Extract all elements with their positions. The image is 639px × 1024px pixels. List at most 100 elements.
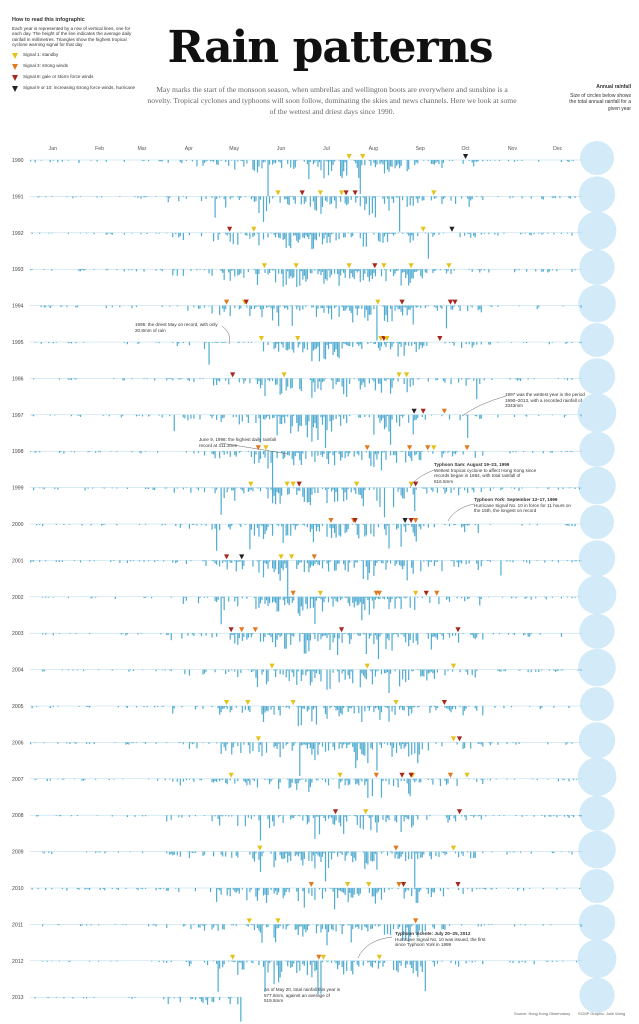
- rain-bar: [340, 924, 342, 926]
- rain-bar: [397, 851, 399, 859]
- rain-bar: [36, 524, 38, 526]
- rain-bar: [302, 524, 304, 526]
- rain-bar: [193, 633, 195, 637]
- rain-bar: [347, 487, 349, 490]
- rain-bar: [271, 596, 274, 603]
- rain-bar: [202, 997, 204, 1003]
- rain-bar: [397, 160, 399, 165]
- rain-bar: [196, 269, 198, 271]
- rain-bar: [49, 778, 51, 781]
- rain-bar: [279, 851, 281, 856]
- rain-bar: [258, 888, 260, 891]
- rain-bar: [417, 378, 419, 380]
- rain-bar: [352, 742, 354, 747]
- rain-bar: [314, 269, 316, 271]
- rain-bar: [276, 888, 278, 895]
- rain-bar: [241, 596, 243, 599]
- rain-bar: [258, 160, 260, 167]
- rain-bar: [548, 815, 550, 817]
- rain-bar: [273, 160, 275, 163]
- rain-bar: [408, 451, 410, 456]
- rain-bar: [315, 451, 318, 452]
- rain-bar: [477, 524, 479, 533]
- rain-bar: [320, 269, 322, 276]
- rain-bar: [176, 487, 178, 489]
- rain-bar: [394, 232, 396, 235]
- rain-bar: [338, 451, 340, 455]
- rain-bar: [258, 742, 260, 753]
- rain-bar: [293, 596, 295, 601]
- rain-bar: [235, 451, 237, 457]
- rain-bar: [367, 269, 369, 278]
- rain-bar: [526, 815, 528, 816]
- rain-bar: [370, 742, 372, 749]
- rain-bar: [291, 342, 293, 350]
- rain-bar: [468, 596, 470, 599]
- signal-triangle: [328, 518, 334, 523]
- rain-bar: [385, 778, 387, 782]
- rain-bar: [402, 706, 404, 711]
- rain-bar: [246, 778, 248, 786]
- rain-bar: [228, 596, 230, 602]
- annotation-title: Typhoon Vicente: July 20–25, 2012: [395, 931, 471, 936]
- rain-bar: [411, 706, 413, 714]
- rain-bar: [397, 960, 399, 973]
- rain-bar: [544, 815, 546, 818]
- rain-bar: [249, 305, 251, 316]
- rain-bar: [276, 596, 278, 612]
- rain-bar: [411, 888, 413, 897]
- rain-bar: [411, 815, 413, 828]
- rain-bar: [462, 742, 464, 750]
- rain-bar: [314, 742, 316, 761]
- rain-bar: [216, 560, 218, 565]
- rain-bar: [545, 960, 547, 962]
- rain-bar: [320, 378, 322, 391]
- rain-bar: [333, 269, 336, 274]
- rain-bar: [157, 560, 159, 562]
- rain-bar: [470, 815, 472, 817]
- rain-bar: [395, 269, 398, 271]
- rain-bar: [365, 851, 367, 864]
- rain-bar: [273, 960, 275, 985]
- rain-bar: [306, 269, 308, 280]
- rain-bar: [285, 342, 287, 350]
- rain-bar: [193, 378, 195, 382]
- rain-bar: [468, 378, 470, 380]
- rain-bar: [30, 742, 32, 745]
- rain-bar: [335, 305, 337, 307]
- rain-bar: [267, 960, 269, 973]
- rain-bar: [229, 997, 231, 1004]
- rain-bar: [222, 560, 224, 563]
- rain-bar: [122, 414, 124, 416]
- rain-bar: [217, 924, 219, 931]
- rain-bar: [403, 342, 405, 356]
- rain-bar: [324, 706, 327, 714]
- rain-bar: [223, 305, 225, 312]
- rain-bar: [312, 742, 315, 750]
- rain-bar: [352, 960, 354, 975]
- rain-bar: [166, 815, 168, 822]
- rain-bar: [314, 669, 316, 679]
- rain-bar: [317, 815, 319, 817]
- rain-bar: [134, 815, 136, 817]
- rain-bar: [491, 305, 493, 308]
- rain-bar: [450, 196, 452, 201]
- rain-bar: [140, 196, 142, 199]
- rain-bar: [415, 196, 417, 199]
- rain-bar: [294, 232, 296, 236]
- rain-bar: [203, 160, 206, 164]
- rain-bar: [278, 960, 280, 983]
- rain-bar: [444, 378, 446, 383]
- annual-rainfall-note: Annual rainfall Size of circles below sh…: [565, 84, 631, 112]
- triangle-yellow-icon: [12, 52, 18, 59]
- rain-bar: [164, 487, 166, 489]
- rain-bar: [285, 706, 287, 708]
- rain-bar: [569, 451, 572, 452]
- rain-bar: [438, 160, 440, 165]
- rain-bar: [418, 524, 420, 527]
- rain-bar: [88, 742, 91, 745]
- rain-bar: [282, 269, 284, 287]
- annotation-leader: [409, 469, 435, 489]
- rain-bar: [117, 706, 119, 708]
